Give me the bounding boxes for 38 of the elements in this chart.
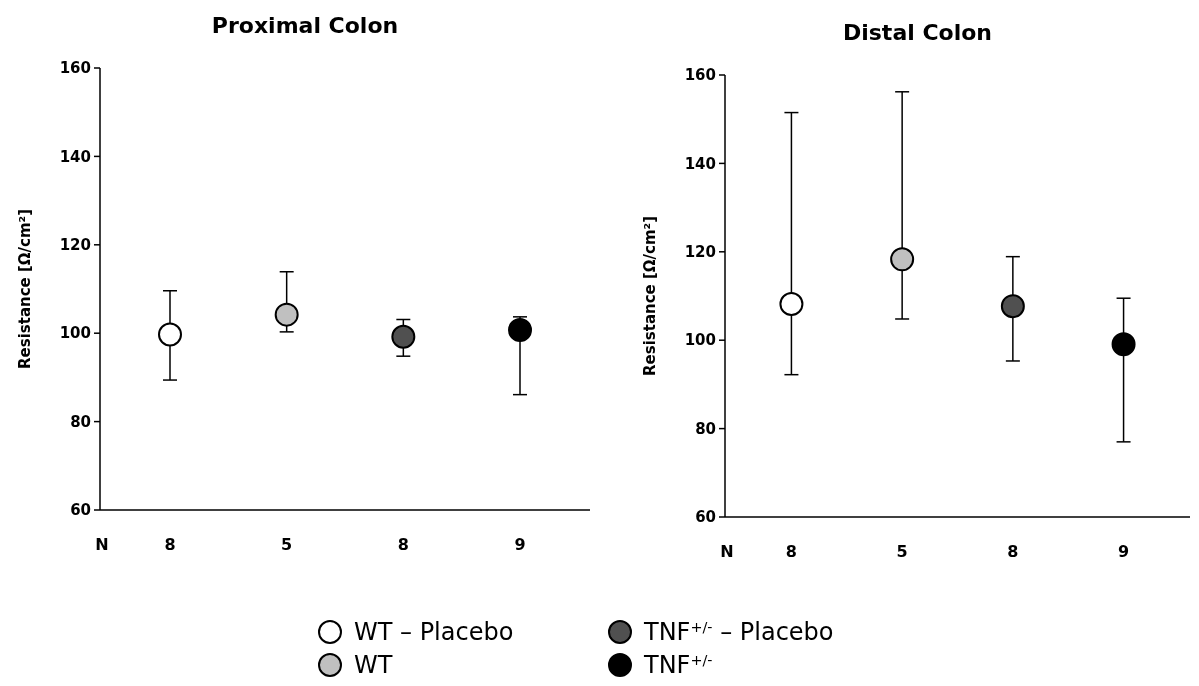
point (890, 247, 915, 272)
legend-label: TNF$^{+/-}$ (643, 651, 713, 680)
legend-label: TNF$^{+/-}$ – Placebo (643, 618, 834, 647)
point (158, 322, 182, 347)
y-tick-label: 120 (59, 236, 91, 255)
x-tick-label: 9 (514, 535, 526, 554)
point (1111, 332, 1136, 357)
y-tick-label: 60 (695, 508, 716, 527)
y-tick-label: 60 (70, 501, 91, 520)
point (391, 324, 416, 349)
x-tick-label: 8 (164, 535, 176, 554)
y-tick-label: 140 (59, 147, 91, 166)
legend-label: WT (354, 651, 393, 680)
x-axis-title: N (720, 542, 734, 561)
legend-label: WT – Placebo (354, 618, 514, 647)
point (508, 318, 532, 343)
x-axis-title: N (95, 535, 109, 554)
y-tick-label: 80 (70, 412, 91, 431)
y-tick-label: 80 (695, 419, 716, 438)
chart-title: Distal Colon (842, 20, 993, 45)
point (1000, 294, 1025, 319)
x-tick-label: 8 (1007, 542, 1019, 561)
y-tick-label: 100 (59, 324, 91, 343)
x-tick-label: 8 (397, 535, 409, 554)
x-tick-label: 5 (281, 535, 293, 554)
y-tick-label: 160 (59, 59, 91, 78)
chart-title: Proximal Colon (211, 13, 399, 38)
y-tick-label: 100 (684, 331, 716, 350)
x-tick-label: 9 (1118, 542, 1130, 561)
y-axis-title: Resistance [Ω/cm²] (641, 215, 659, 377)
y-tick-label: 120 (684, 243, 716, 262)
y-tick-label: 140 (684, 154, 716, 173)
x-tick-label: 5 (896, 542, 908, 561)
x-tick-label: 8 (785, 542, 797, 561)
point (779, 291, 804, 316)
y-tick-label: 160 (684, 66, 716, 85)
y-axis-title: Resistance [Ω/cm²] (16, 208, 34, 370)
point (274, 302, 299, 327)
